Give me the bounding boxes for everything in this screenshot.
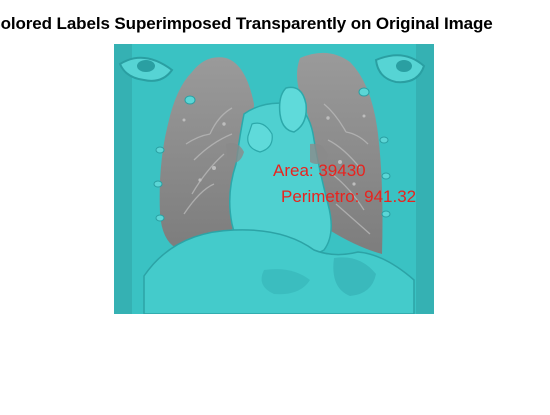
figure-title: Colored Labels Superimposed Transparentl… xyxy=(0,14,550,34)
perimeter-annotation: Perimetro: 941.32 xyxy=(281,187,417,206)
ct-scan-overlay xyxy=(114,44,434,314)
ct-image xyxy=(114,44,434,314)
area-annotation: Area: 39430 xyxy=(273,161,366,180)
figure-title-text: Colored Labels Superimposed Transparentl… xyxy=(0,14,493,33)
